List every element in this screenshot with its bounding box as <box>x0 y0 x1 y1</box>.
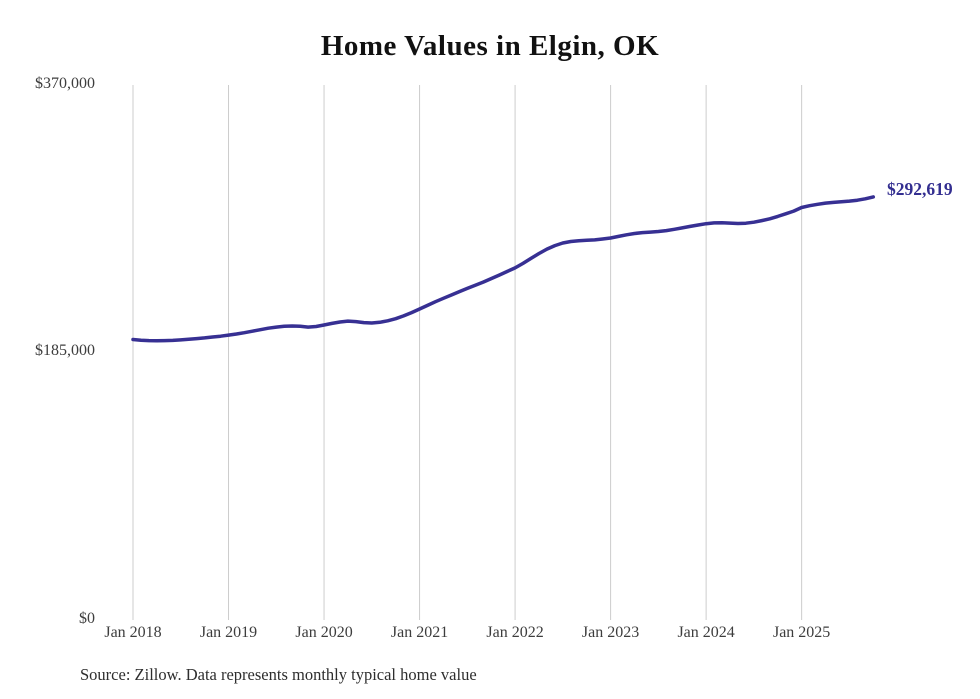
x-axis-tick-2021: Jan 2021 <box>390 624 449 641</box>
y-axis-tick-370000: $370,000 <box>35 75 95 92</box>
x-axis-tick-2020: Jan 2020 <box>295 624 353 641</box>
page-title: Home Values in Elgin, OK <box>320 30 660 62</box>
x-axis-tick-2023: Jan 2023 <box>581 624 640 641</box>
x-axis-tick-2019: Jan 2019 <box>199 624 258 641</box>
x-axis-tick-2018: Jan 2018 <box>104 624 162 641</box>
vertical-gridlines <box>132 85 803 620</box>
y-axis-tick-185000: $185,000 <box>35 342 95 359</box>
x-axis-tick-2025: Jan 2025 <box>772 624 831 641</box>
x-axis-tick-2024: Jan 2024 <box>677 624 735 641</box>
x-axis-tick-2022: Jan 2022 <box>486 624 544 641</box>
latest-value-label: $292,619 <box>887 179 953 199</box>
source-note: Source: Zillow. Data represents monthly … <box>80 665 477 684</box>
home-value-line <box>131 195 876 343</box>
y-axis-tick-0: $0 <box>79 610 95 627</box>
